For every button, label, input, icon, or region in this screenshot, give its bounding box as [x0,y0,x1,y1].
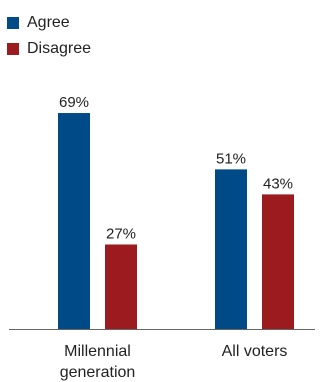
bar-disagree-0 [105,244,137,329]
data-label-agree-0: 69% [59,94,89,111]
data-label-disagree-0: 27% [106,225,136,242]
chart-legend: Agree Disagree [7,10,91,62]
bar-disagree-1 [262,194,294,329]
category-label-1: All voters [222,343,288,360]
category-label-0: Millennial generation [60,343,136,381]
bar-agree-0 [58,113,90,329]
legend-swatch-agree [7,17,19,29]
legend-item-agree: Agree [7,10,91,36]
legend-item-disagree: Disagree [7,36,91,62]
data-label-disagree-1: 43% [263,175,293,192]
legend-label-agree: Agree [27,14,70,31]
legend-swatch-disagree [7,43,19,55]
data-label-agree-1: 51% [216,150,246,167]
legend-label-disagree: Disagree [27,40,92,57]
bar-agree-1 [215,169,247,329]
